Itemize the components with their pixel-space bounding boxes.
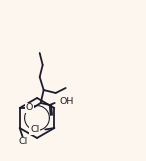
Text: Cl: Cl <box>30 126 39 134</box>
Text: Cl: Cl <box>18 137 27 147</box>
Text: O: O <box>26 104 33 113</box>
Text: OH: OH <box>60 98 74 106</box>
